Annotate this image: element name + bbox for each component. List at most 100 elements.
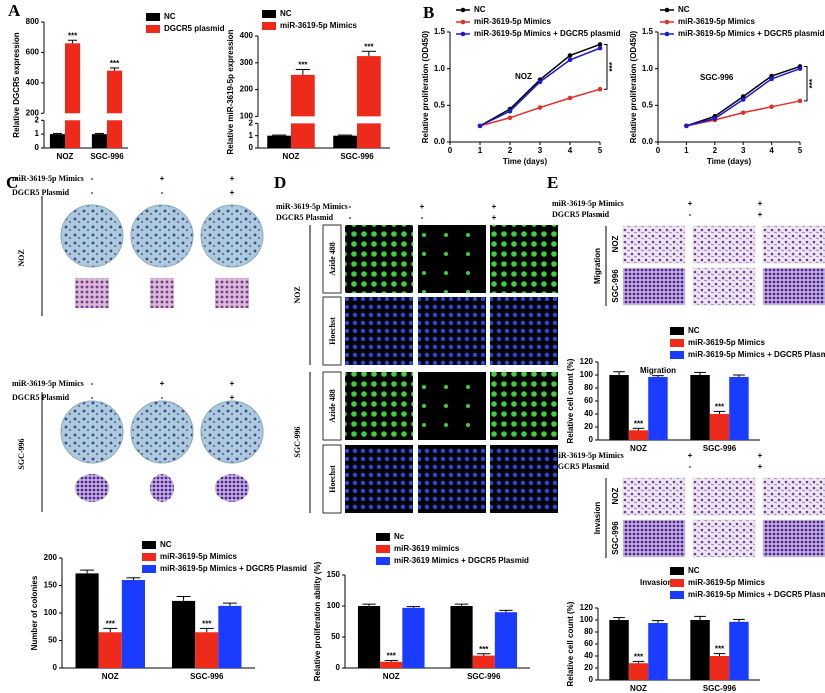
point	[567, 57, 573, 63]
bar	[98, 632, 122, 668]
transwell-image	[622, 477, 686, 516]
y-tick-label: 400	[26, 78, 40, 87]
condition-label: DGCR5 Plasmid	[552, 210, 610, 219]
bar	[609, 620, 629, 680]
bar	[195, 632, 219, 668]
bar	[91, 134, 107, 148]
bar	[267, 135, 291, 148]
transwell-image	[762, 267, 825, 306]
significance-label: ***	[808, 78, 817, 88]
legend-swatch	[670, 327, 684, 335]
point	[740, 110, 746, 115]
y-tick-label: 0.5	[642, 100, 654, 109]
cell-line-label: NOZ	[611, 487, 620, 504]
micrograph	[345, 372, 413, 440]
significance-label: ***	[106, 620, 116, 629]
legend-swatch	[460, 31, 466, 37]
legend-swatch	[664, 19, 670, 25]
legend-swatch	[262, 10, 276, 18]
y-tick-label: 200	[44, 553, 58, 562]
significance-label: ***	[634, 419, 644, 428]
legend-label: miR-3619-5p Mimics + DGCR5 Plasmid	[688, 350, 825, 359]
y-tick-label: 0	[35, 143, 40, 152]
stain-label: Hoechst	[328, 317, 337, 345]
condition-sign: +	[492, 202, 497, 211]
x-tick-label: SGC-996	[90, 152, 124, 161]
legend-label: miR-3619-5p Mimics	[688, 338, 765, 347]
legend-swatch	[376, 545, 390, 553]
point	[769, 104, 774, 110]
condition-sign: -	[91, 188, 94, 197]
point	[537, 105, 543, 110]
significance-label: ***	[202, 620, 212, 629]
legend-label: miR-3619-5p Mimics + DGCR5 Plasmid	[160, 564, 307, 573]
y-tick-label: 120	[580, 603, 594, 612]
condition-sign: -	[599, 199, 602, 208]
colony-dish	[60, 400, 124, 464]
condition-label: DGCR5 Plasmid	[12, 393, 70, 402]
legend-label: miR-3619-5p Mimics + DGCR5 plasmid	[678, 29, 825, 38]
condition-sign: -	[161, 393, 164, 402]
x-tick-label: NOZ	[102, 672, 119, 681]
legend-label: miR-3619-5p Mimics	[474, 17, 551, 26]
chart-title: Migration	[640, 366, 676, 375]
legend-swatch	[670, 351, 684, 359]
bar	[690, 620, 710, 680]
legend-swatch	[142, 553, 156, 561]
colony-dish	[60, 204, 124, 268]
colony-image	[215, 278, 249, 308]
y-axis-label: Relative proliferation ability (%)	[313, 561, 322, 681]
x-tick-label: SGC-996	[340, 152, 374, 161]
x-tick-label: 3	[741, 146, 746, 155]
bar	[218, 605, 242, 668]
stain-label: Azide 488	[328, 242, 337, 276]
legend-label: miR-3619-5p Mimics + DGCR5 Plasmid	[688, 590, 825, 599]
condition-sign: -	[599, 462, 602, 471]
bar	[450, 606, 473, 668]
legend-label: miR-3619-5p Mimics	[280, 21, 357, 30]
condition-label: DGCR5 Plasmid	[552, 462, 610, 471]
significance-label: ***	[715, 645, 725, 654]
point	[769, 76, 774, 82]
micrograph	[345, 225, 413, 293]
legend-label: miR-3619-5p Mimics	[688, 578, 765, 587]
condition-sign: -	[689, 210, 692, 219]
micrograph	[418, 225, 486, 293]
significance-label: ***	[479, 645, 489, 654]
colony-image	[75, 474, 109, 502]
cell-line-label: SGC-996	[17, 438, 26, 469]
line-series	[479, 43, 601, 127]
cell-line-label: NOZ	[293, 286, 302, 303]
y-tick-label: 150	[327, 570, 341, 579]
cell-line-label: SGC-996	[611, 521, 620, 555]
point	[597, 86, 603, 92]
legend-swatch	[142, 541, 156, 549]
condition-sign: +	[688, 451, 693, 460]
condition-sign: -	[91, 174, 94, 183]
condition-sign: +	[758, 210, 763, 219]
bar	[648, 623, 668, 680]
significance-label: ***	[364, 42, 374, 51]
y-tick-label: 100	[580, 370, 594, 379]
legend-swatch	[670, 339, 684, 347]
line-series	[479, 47, 601, 127]
legend-label: miR-3619 mimics	[394, 544, 460, 553]
panel-letter: D	[274, 173, 286, 192]
transwell-image	[622, 225, 686, 264]
y-tick-label: 150	[44, 581, 58, 590]
bar	[107, 120, 123, 148]
chart-title: Invasion	[640, 578, 673, 587]
legend-label: NC	[160, 540, 172, 549]
colony-dish	[200, 204, 264, 268]
transwell-image	[692, 477, 756, 516]
x-tick-label: 2	[508, 146, 513, 155]
stain-label-box	[322, 224, 342, 294]
condition-label: miR-3619-5p Mimics	[12, 174, 84, 183]
condition-sign: -	[91, 393, 94, 402]
x-axis-label: Time (days)	[503, 157, 548, 166]
micrograph	[345, 297, 413, 365]
colony-image	[150, 474, 174, 502]
bar	[333, 135, 357, 148]
condition-sign: +	[758, 462, 763, 471]
stain-label-box	[322, 296, 342, 366]
